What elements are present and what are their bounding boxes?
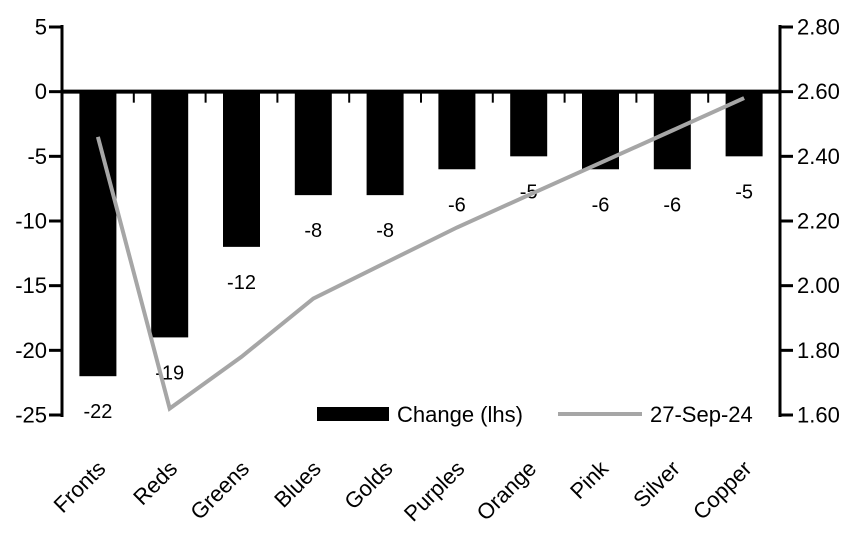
category-label-golds: Golds [339, 456, 397, 514]
line-series [95, 96, 745, 412]
right-axis-tick-label: 2.00 [797, 273, 840, 298]
category-label-reds: Reds [128, 456, 182, 510]
category-label-orange: Orange [472, 456, 542, 526]
category-label-copper: Copper [688, 456, 757, 525]
bar-data-label: -6 [592, 194, 610, 216]
left-axis-tick-label: -10 [15, 209, 47, 234]
bar-data-label: -6 [663, 194, 681, 216]
right-axis-tick-label: 1.80 [797, 338, 840, 363]
legend-bar-swatch [317, 407, 389, 421]
bar-data-label: -8 [376, 220, 394, 242]
bar-data-label: -6 [448, 194, 466, 216]
left-axis-tick-label: -25 [15, 403, 47, 428]
bar-blues [294, 91, 332, 196]
right-axis-tick-label: 1.60 [797, 403, 840, 428]
category-label-greens: Greens [185, 456, 254, 525]
category-label-silver: Silver [628, 456, 685, 513]
plot-area: 5 0 -5 -10 -15 -20 -25 2.80 2.60 2.40 2.20 2.00 1.80… [15, 15, 840, 527]
bar-data-label: -22 [83, 401, 112, 423]
right-axis-tick-label: 2.40 [797, 144, 840, 169]
bar-data-label: -12 [227, 272, 256, 294]
left-axis-tick-label: -15 [15, 273, 47, 298]
bar-greens [223, 91, 260, 247]
right-axis-tick-label: 2.60 [797, 79, 840, 104]
left-axis-tick-label: -5 [27, 144, 47, 169]
right-axis-tick-label: 2.20 [797, 209, 840, 234]
bar-data-label: -5 [735, 181, 753, 203]
legend-line-label: 27-Sep-24 [650, 402, 753, 427]
bar-orange [510, 91, 548, 157]
category-label-purples: Purples [399, 456, 469, 526]
bar-copper [725, 91, 763, 157]
category-label-blues: Blues [269, 456, 326, 513]
bar-fronts [79, 91, 117, 377]
right-axis-tick-label: 2.80 [797, 15, 840, 40]
left-axis-tick-label: 5 [35, 15, 47, 40]
left-axis-tick-label: 0 [35, 79, 47, 104]
bar-golds [366, 91, 404, 196]
left-axis-tick-label: -20 [15, 338, 47, 363]
category-label-pink: Pink [565, 455, 614, 504]
bar-purples [438, 91, 476, 170]
legend-bar-label: Change (lhs) [397, 402, 523, 427]
legend: Change (lhs) 27-Sep-24 [317, 402, 753, 427]
category-label-fronts: Fronts [49, 456, 111, 518]
bar-reds [151, 91, 189, 338]
bar-data-label: -8 [304, 220, 322, 242]
